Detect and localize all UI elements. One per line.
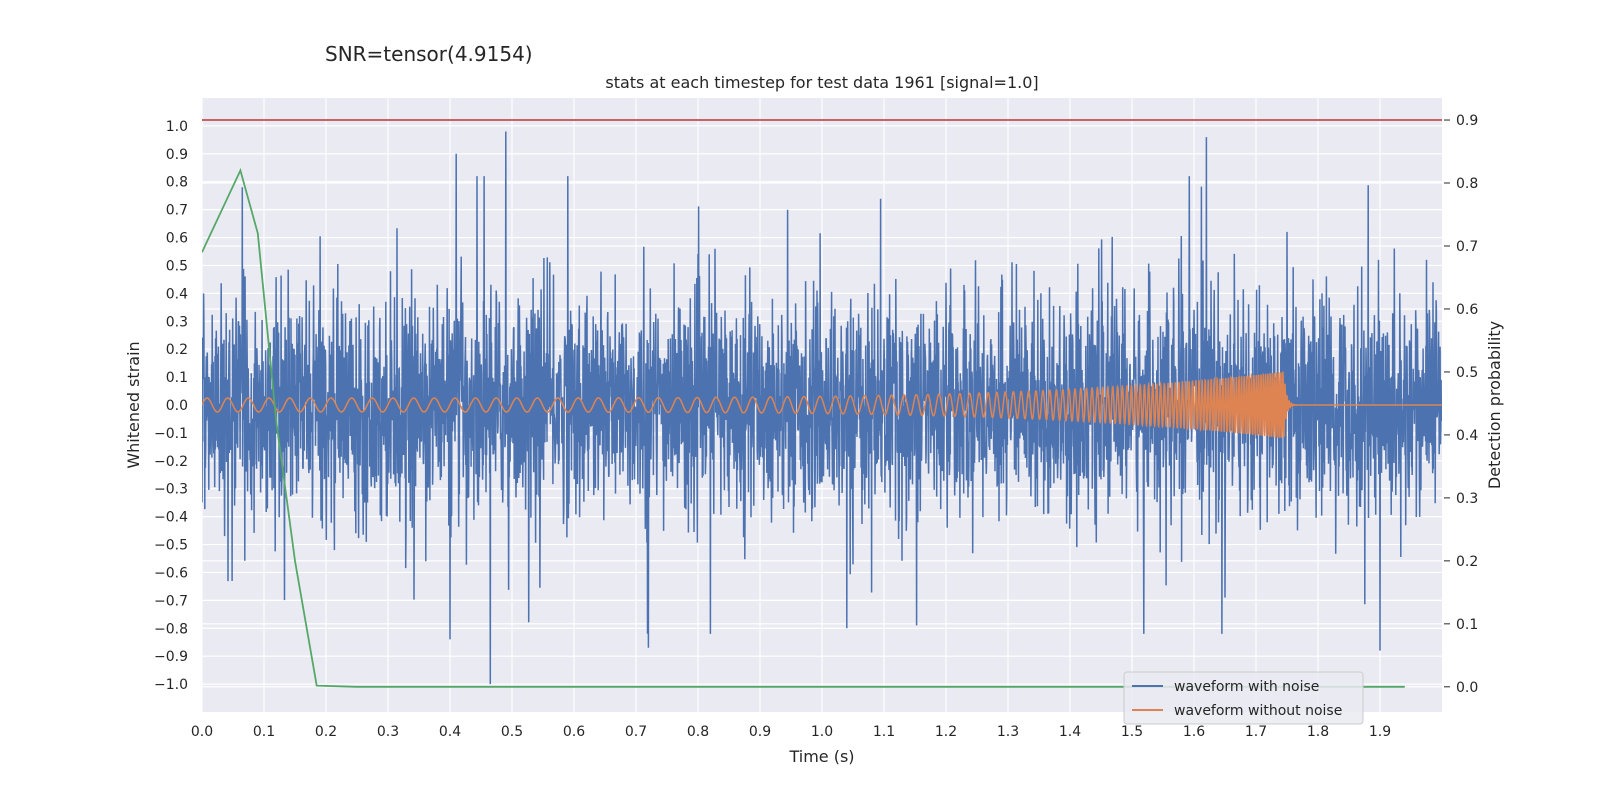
x-tick-label: 0.5: [501, 724, 523, 740]
y2-tick-label: 0.7: [1456, 239, 1478, 255]
x-tick-label: 1.9: [1369, 724, 1391, 740]
x-tick-label: 1.8: [1307, 724, 1329, 740]
chart-suptitle: SNR=tensor(4.9154): [325, 42, 533, 66]
y-tick-label: 0.5: [166, 258, 188, 274]
legend: waveform with noise waveform without noi…: [1123, 671, 1364, 725]
x-tick-label: 0.4: [439, 724, 461, 740]
x-axis-label: Time (s): [788, 747, 854, 766]
y-tick-label: 0.2: [166, 342, 188, 358]
legend-box: [1123, 671, 1364, 725]
y-tick-label: 1.0: [166, 119, 188, 135]
x-tick-label: 1.5: [1121, 724, 1143, 740]
y2-tick-label: 0.4: [1456, 428, 1478, 444]
y2-tick-label: 0.1: [1456, 617, 1478, 633]
y-tick-label: −0.2: [154, 454, 188, 470]
y-tick-label: 0.8: [166, 175, 188, 191]
legend-label-noise: waveform with noise: [1174, 679, 1319, 695]
x-tick-label: 0.3: [377, 724, 399, 740]
y2-tick-label: 0.9: [1456, 113, 1478, 129]
x-tick-label: 0.0: [191, 724, 213, 740]
x-tick-label: 1.6: [1183, 724, 1205, 740]
y2-tick-label: 0.0: [1456, 680, 1478, 696]
series-waveform-without-noise: [202, 371, 1442, 438]
y2-tick-label: 0.3: [1456, 491, 1478, 507]
x-tick-label: 1.2: [935, 724, 957, 740]
y-tick-label: −1.0: [154, 677, 188, 693]
y2-tick-label: 0.5: [1456, 365, 1478, 381]
x-tick-label: 0.9: [749, 724, 771, 740]
legend-label-clean: waveform without noise: [1174, 703, 1342, 719]
y-tick-label: −0.6: [154, 565, 188, 581]
y-tick-label: −0.3: [154, 482, 188, 498]
y-tick-label: 0.1: [166, 370, 188, 386]
y-tick-label: −0.5: [154, 538, 188, 554]
chart-title: stats at each timestep for test data 196…: [605, 73, 1038, 92]
y-tick-label: 0.9: [166, 147, 188, 163]
y2-tick-label: 0.2: [1456, 554, 1478, 570]
y-tick-label: 0.0: [166, 398, 188, 414]
y2-tick-label: 0.8: [1456, 176, 1478, 192]
y-tick-label: −0.4: [154, 510, 188, 526]
y-tick-label: −0.8: [154, 621, 188, 637]
y-axis-ticks: 1.0 0.9 0.8 0.7 0.6 0.5 0.4 0.3 0.2 0.1 0.0 −0.1 −0.…: [154, 119, 188, 693]
y-tick-label: 0.7: [166, 203, 188, 219]
y-tick-label: 0.3: [166, 314, 188, 330]
x-tick-label: 0.8: [687, 724, 709, 740]
y-tick-label: −0.7: [154, 593, 188, 609]
series-detection-probability: [202, 167, 1405, 688]
y2-axis-ticks: 0.9 0.8 0.7 0.6 0.5 0.4 0.3 0.2 0.1 0.0: [1444, 113, 1478, 696]
x-tick-label: 0.2: [315, 724, 337, 740]
x-tick-label: 0.6: [563, 724, 585, 740]
y-tick-label: −0.1: [154, 426, 188, 442]
x-tick-label: 1.3: [997, 724, 1019, 740]
y2-tick-label: 0.6: [1456, 302, 1478, 318]
x-tick-label: 1.1: [873, 724, 895, 740]
series-waveform-with-noise: [202, 131, 1442, 685]
y-tick-label: 0.6: [166, 231, 188, 247]
y-tick-label: 0.4: [166, 286, 188, 302]
x-tick-label: 1.7: [1245, 724, 1267, 740]
y-tick-label: −0.9: [154, 649, 188, 665]
x-tick-label: 1.0: [811, 724, 833, 740]
x-axis-ticks: 0.0 0.1 0.2 0.3 0.4 0.5 0.6 0.7 0.8 0.9 1.0 1.1 1.2 1…: [191, 724, 1391, 740]
series-layer: [202, 119, 1442, 688]
x-tick-label: 0.1: [253, 724, 275, 740]
x-tick-label: 1.4: [1059, 724, 1081, 740]
y2-axis-label: Detection probability: [1485, 321, 1504, 489]
x-tick-label: 0.7: [625, 724, 647, 740]
y-axis-label: Whitened strain: [124, 341, 143, 468]
